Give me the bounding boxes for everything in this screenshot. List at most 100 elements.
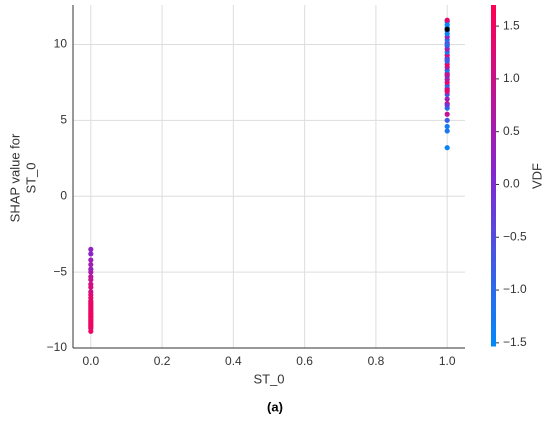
y-tick-label: −10 — [47, 340, 68, 354]
x-axis-label: ST_0 — [253, 371, 284, 386]
y-axis-label: SHAP value for — [7, 133, 22, 222]
colorbar-segment — [491, 5, 496, 12]
colorbar-segment — [491, 152, 496, 159]
point — [444, 87, 450, 93]
x-tick-label: 0.0 — [82, 354, 99, 368]
point — [444, 17, 450, 23]
colorbar-segment — [491, 61, 496, 69]
colorbar-segment — [491, 289, 496, 296]
x-tick-label: 1.0 — [439, 354, 456, 368]
colorbar-segment — [491, 209, 496, 216]
colorbar-segment — [491, 158, 496, 165]
colorbar-segment — [491, 164, 496, 171]
y-axis-label: ST_0 — [23, 162, 38, 193]
colorbar-segment — [491, 215, 496, 222]
colorbar-segment — [491, 294, 496, 302]
colorbar-tick-label: 1.5 — [503, 18, 520, 32]
colorbar-label: VDF — [529, 163, 544, 189]
colorbar-segment — [491, 27, 496, 34]
caption: (a) — [267, 399, 283, 414]
x-tick-label: 0.4 — [225, 354, 242, 368]
colorbar-tick-label: 0.0 — [503, 177, 520, 191]
point — [444, 123, 450, 130]
colorbar-segment — [491, 135, 496, 142]
colorbar-segment — [491, 147, 496, 154]
colorbar-segment — [491, 328, 496, 336]
colorbar-segment — [491, 39, 496, 46]
point — [444, 41, 450, 48]
point — [444, 26, 450, 32]
colorbar-segment — [491, 249, 496, 256]
colorbar-segment — [491, 283, 496, 290]
y-tick-label: 5 — [60, 113, 67, 127]
x-tick-label: 0.8 — [368, 354, 385, 368]
colorbar-segment — [491, 220, 496, 228]
y-tick-label: −5 — [53, 264, 67, 278]
colorbar-segment — [491, 317, 496, 324]
colorbar-tick-label: 0.5 — [503, 124, 520, 138]
colorbar-segment — [491, 50, 496, 57]
colorbar-segment — [491, 243, 496, 250]
colorbar-segment — [491, 16, 496, 23]
point — [444, 111, 450, 117]
colorbar-segment — [491, 107, 496, 114]
point — [444, 102, 450, 108]
colorbar-segment — [491, 22, 496, 29]
colorbar-segment — [491, 181, 496, 188]
y-tick-label: 10 — [54, 37, 68, 51]
colorbar-segment — [491, 311, 496, 319]
colorbar-segment — [491, 124, 496, 131]
point — [88, 261, 94, 268]
colorbar-segment — [491, 169, 496, 176]
colorbar-segment — [491, 272, 496, 279]
point — [88, 328, 94, 334]
colorbar-tick-label: −1.5 — [503, 335, 527, 349]
colorbar-segment — [491, 226, 496, 233]
point — [444, 96, 450, 102]
colorbar-segment — [491, 232, 496, 239]
colorbar-segment — [491, 78, 496, 86]
colorbar-segment — [491, 73, 496, 80]
colorbar-segment — [491, 90, 496, 97]
colorbar-segment — [491, 323, 496, 330]
colorbar-tick-label: −1.0 — [503, 282, 527, 296]
colorbar-segment — [491, 101, 496, 108]
colorbar-tick-label: 1.0 — [503, 71, 520, 85]
point — [88, 257, 94, 263]
colorbar-segment — [491, 84, 496, 91]
colorbar-segment — [491, 192, 496, 199]
colorbar-segment — [491, 340, 496, 347]
point — [88, 269, 94, 275]
colorbar-segment — [491, 238, 496, 245]
point — [88, 246, 94, 252]
colorbar-segment — [491, 130, 496, 137]
colorbar-tick-label: −0.5 — [503, 229, 527, 243]
colorbar-segment — [491, 44, 496, 51]
colorbar-segment — [491, 112, 496, 120]
point — [444, 145, 450, 151]
colorbar-segment — [491, 300, 496, 307]
x-tick-label: 0.6 — [296, 354, 313, 368]
point — [444, 128, 450, 134]
colorbar-segment — [491, 203, 496, 211]
y-tick-label: 0 — [60, 188, 67, 202]
colorbar-segment — [491, 306, 496, 313]
point — [88, 284, 94, 290]
point — [444, 72, 450, 78]
point — [444, 117, 450, 123]
colorbar-segment — [491, 255, 496, 262]
colorbar-segment — [491, 56, 496, 63]
point — [88, 251, 94, 257]
colorbar-segment — [491, 141, 496, 148]
colorbar-segment — [491, 186, 496, 194]
colorbar-segment — [491, 33, 496, 40]
colorbar-segment — [491, 95, 496, 103]
point — [444, 57, 450, 63]
colorbar-segment — [491, 334, 496, 341]
x-tick-label: 0.2 — [154, 354, 171, 368]
colorbar-segment — [491, 198, 496, 205]
colorbar-segment — [491, 175, 496, 182]
point — [88, 277, 94, 283]
colorbar-segment — [491, 277, 496, 284]
